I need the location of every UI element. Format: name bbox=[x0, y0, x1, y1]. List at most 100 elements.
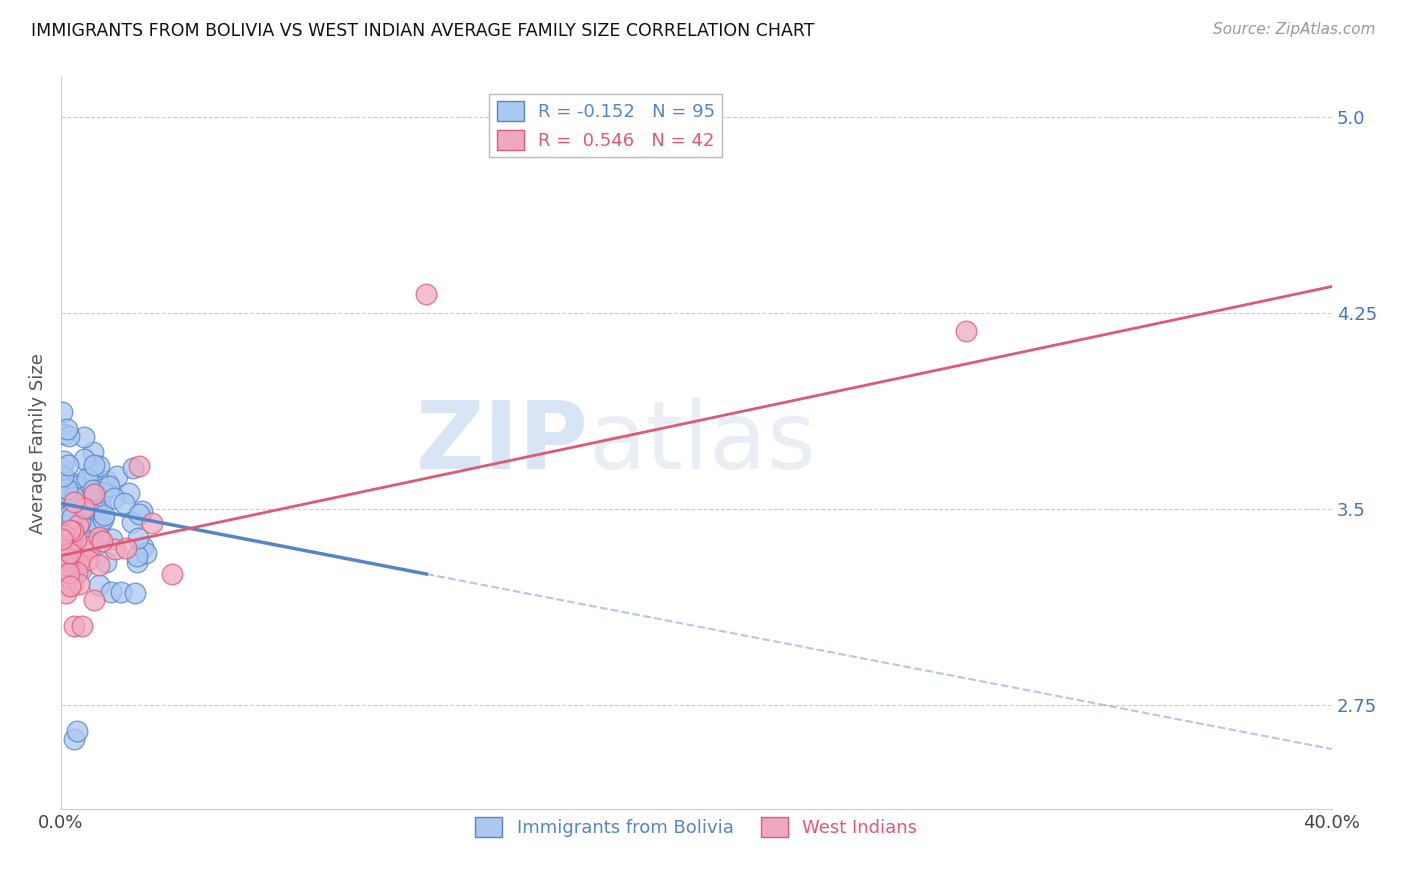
Point bbox=[82, 464, 104, 478]
Point bbox=[98, 479, 121, 493]
Point bbox=[160, 566, 183, 581]
Point bbox=[89, 492, 111, 507]
Point bbox=[51, 489, 73, 503]
Point bbox=[60, 543, 83, 558]
Point bbox=[65, 479, 87, 493]
Point bbox=[67, 502, 90, 516]
Point bbox=[51, 500, 73, 514]
Point bbox=[55, 586, 77, 600]
Point bbox=[127, 531, 149, 545]
Point bbox=[82, 536, 104, 550]
Point bbox=[62, 576, 84, 591]
Point bbox=[67, 577, 90, 591]
Point bbox=[59, 514, 82, 528]
Point bbox=[52, 517, 75, 532]
Point bbox=[89, 517, 111, 532]
Point bbox=[62, 524, 84, 539]
Point bbox=[53, 454, 76, 468]
Text: ZIP: ZIP bbox=[416, 397, 588, 490]
Point bbox=[59, 524, 82, 538]
Point bbox=[82, 501, 104, 516]
Point bbox=[53, 557, 76, 571]
Point bbox=[121, 461, 143, 475]
Point bbox=[103, 491, 125, 505]
Point bbox=[52, 525, 75, 540]
Point bbox=[76, 500, 98, 515]
Point bbox=[59, 546, 82, 560]
Point bbox=[66, 533, 89, 548]
Point bbox=[56, 458, 79, 472]
Point bbox=[62, 492, 84, 507]
Point bbox=[51, 532, 73, 546]
Point bbox=[105, 468, 128, 483]
Point bbox=[58, 552, 80, 566]
Point bbox=[131, 504, 153, 518]
Point bbox=[76, 471, 98, 485]
Point bbox=[60, 510, 83, 524]
Point bbox=[60, 557, 83, 571]
Y-axis label: Average Family Size: Average Family Size bbox=[30, 353, 46, 533]
Point bbox=[100, 585, 122, 599]
Point bbox=[115, 541, 138, 556]
Point bbox=[56, 508, 79, 523]
Point bbox=[52, 542, 75, 557]
Point bbox=[67, 557, 90, 571]
Point bbox=[80, 539, 103, 553]
Point bbox=[73, 500, 96, 515]
Point bbox=[124, 585, 146, 599]
Text: Source: ZipAtlas.com: Source: ZipAtlas.com bbox=[1212, 22, 1375, 37]
Point bbox=[87, 459, 110, 474]
Point bbox=[82, 445, 104, 459]
Point bbox=[415, 287, 437, 301]
Point bbox=[83, 486, 105, 500]
Point bbox=[83, 458, 105, 472]
Point bbox=[127, 554, 149, 568]
Point bbox=[93, 508, 115, 523]
Point bbox=[55, 549, 77, 564]
Point bbox=[51, 405, 73, 419]
Point bbox=[59, 525, 82, 540]
Point bbox=[93, 484, 115, 499]
Point bbox=[87, 578, 110, 592]
Point bbox=[52, 468, 75, 483]
Point bbox=[955, 324, 977, 338]
Point bbox=[63, 495, 86, 509]
Point bbox=[76, 553, 98, 567]
Point bbox=[52, 558, 75, 572]
Point bbox=[93, 512, 115, 526]
Point bbox=[76, 539, 98, 553]
Legend: Immigrants from Bolivia, West Indians: Immigrants from Bolivia, West Indians bbox=[468, 810, 925, 844]
Point bbox=[62, 619, 84, 633]
Point bbox=[58, 428, 80, 442]
Point bbox=[62, 527, 84, 541]
Point bbox=[73, 475, 96, 490]
Point bbox=[73, 430, 96, 444]
Point bbox=[69, 515, 91, 529]
Point bbox=[52, 559, 75, 574]
Point bbox=[62, 501, 84, 516]
Point bbox=[114, 496, 136, 510]
Point bbox=[94, 555, 117, 569]
Point bbox=[66, 543, 89, 558]
Point bbox=[135, 546, 157, 560]
Point bbox=[132, 541, 155, 555]
Point bbox=[96, 474, 118, 488]
Point bbox=[128, 507, 150, 521]
Point bbox=[58, 566, 80, 581]
Point bbox=[53, 518, 76, 533]
Point bbox=[53, 554, 76, 568]
Point bbox=[55, 478, 77, 492]
Point bbox=[63, 483, 86, 498]
Point bbox=[59, 516, 82, 530]
Point bbox=[72, 543, 94, 558]
Point bbox=[55, 565, 77, 579]
Point bbox=[87, 558, 110, 572]
Point bbox=[91, 534, 114, 549]
Point bbox=[69, 563, 91, 577]
Point bbox=[83, 487, 105, 501]
Point bbox=[72, 520, 94, 534]
Point bbox=[128, 459, 150, 474]
Point bbox=[63, 533, 86, 548]
Text: IMMIGRANTS FROM BOLIVIA VS WEST INDIAN AVERAGE FAMILY SIZE CORRELATION CHART: IMMIGRANTS FROM BOLIVIA VS WEST INDIAN A… bbox=[31, 22, 814, 40]
Point bbox=[65, 533, 87, 547]
